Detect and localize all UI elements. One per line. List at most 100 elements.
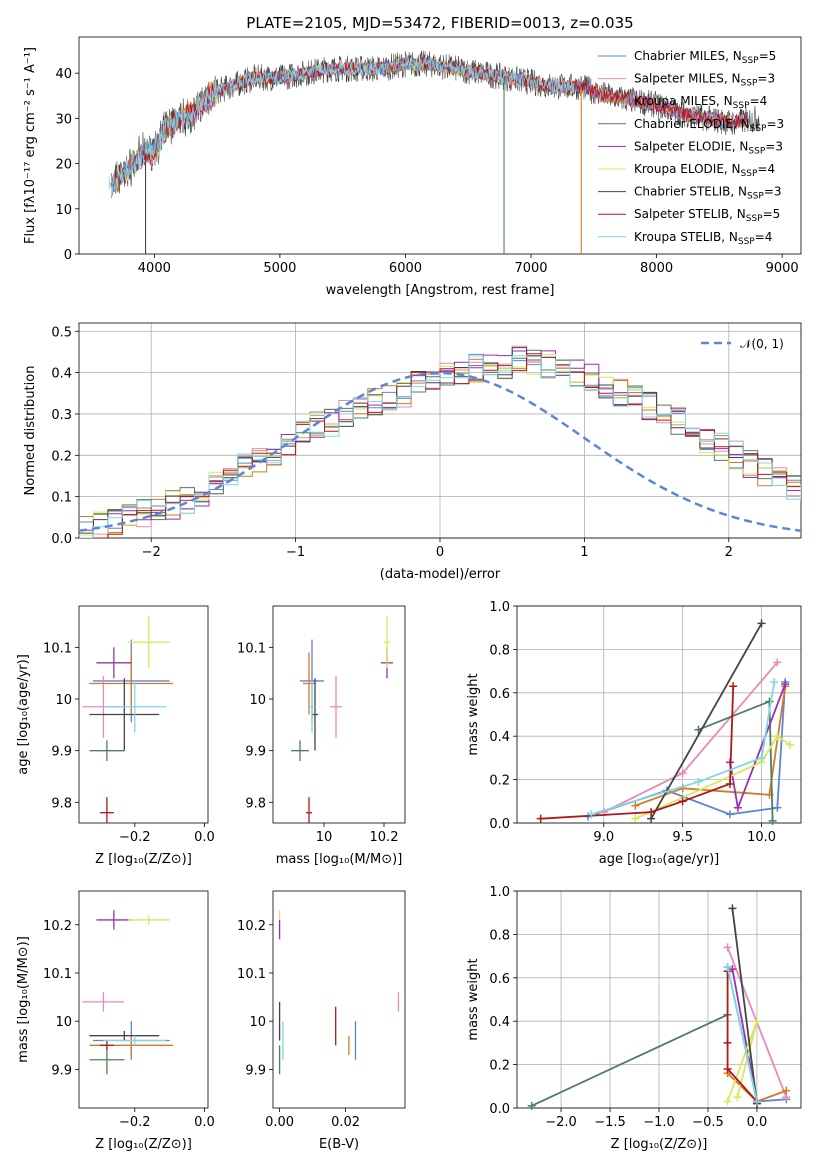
figure-title: PLATE=2105, MJD=53472, FIBERID=0013, z=0… [246, 14, 633, 32]
legend-entry: Chabrier ELODIE, NSSP=3 [634, 117, 784, 134]
y-tick-label: 10.2 [237, 919, 266, 934]
y-tick-label: 20 [55, 158, 72, 173]
x-axis-label: E(B-V) [319, 1137, 359, 1152]
y-tick-label: 10.2 [43, 919, 72, 934]
y-tick-label: 9.9 [51, 1063, 72, 1078]
weight-point-marker [723, 1038, 732, 1047]
y-tick-label: 0.0 [489, 817, 510, 832]
x-axis-label: wavelength [Angstrom, rest frame] [326, 283, 555, 298]
y-tick-label: 10 [55, 203, 72, 218]
histogram-step [79, 355, 801, 538]
y-tick-label: 0.5 [51, 325, 72, 340]
x-tick-label: 9000 [766, 261, 799, 276]
weight-point-marker [781, 680, 790, 689]
weight-series-line [731, 908, 758, 1104]
histogram-step [79, 353, 801, 538]
x-tick-label: −0.5 [692, 1115, 724, 1130]
y-tick-label: 10.1 [237, 967, 266, 982]
x-tick-label: 10.0 [747, 830, 776, 845]
x-tick-label: 10 [316, 830, 333, 845]
x-tick-label: −1 [286, 545, 305, 560]
y-axis-label: Normed distribution [23, 366, 38, 496]
axes-frame [516, 890, 802, 1109]
y-axis-label: mass [log₁₀(M/M⊙)] [16, 936, 31, 1063]
y-tick-label: 1.0 [489, 600, 510, 615]
x-tick-label: 0.00 [265, 1115, 294, 1130]
weight-point-marker [733, 803, 742, 812]
weight-point-marker [723, 943, 732, 952]
weight-series-line [650, 622, 763, 820]
weight-point-marker [723, 962, 732, 971]
y-tick-label: 9.9 [51, 745, 72, 760]
weight-point-marker [726, 810, 734, 819]
y-tick-label: 1.0 [489, 885, 510, 900]
x-tick-label: 0.0 [194, 1115, 215, 1130]
weight-point-marker [757, 619, 766, 628]
weight-point-marker [587, 810, 596, 819]
weight-point-marker [770, 677, 779, 686]
legend-entry: Kroupa STELIB, NSSP=4 [634, 230, 772, 247]
y-axis-label: Flux [fλ10⁻¹⁷ erg cm⁻² s⁻¹ A⁻¹] [23, 47, 38, 244]
y-axis-label: age [log₁₀(age/yr)] [16, 654, 31, 775]
legend-entry: Chabrier STELIB, NSSP=3 [634, 185, 782, 202]
legend-entry: Kroupa MILES, NSSP=4 [634, 94, 767, 111]
y-tick-label: 9.8 [245, 796, 266, 811]
x-tick-label: −0.2 [119, 1115, 151, 1130]
weight-series-line [634, 734, 791, 820]
weight-point-marker [678, 769, 687, 778]
axes-frame [78, 322, 802, 539]
x-tick-label: −2 [142, 545, 161, 560]
weight-point-marker [723, 1097, 732, 1106]
weight-series-line [726, 966, 758, 1102]
weight-point-marker [728, 904, 737, 913]
weight-point-marker [765, 697, 774, 706]
x-tick-label: −1.0 [643, 1115, 675, 1130]
x-tick-label: 0.0 [194, 830, 215, 845]
y-tick-label: 0.4 [489, 1015, 510, 1030]
axes-frame [78, 605, 209, 824]
y-tick-label: 0.1 [51, 491, 72, 506]
x-tick-label: 10.2 [370, 830, 399, 845]
x-tick-label: 4000 [138, 261, 171, 276]
y-tick-label: 10.1 [237, 641, 266, 656]
y-tick-label: 40 [55, 67, 72, 82]
x-axis-label: age [log₁₀(age/yr)] [599, 852, 720, 867]
y-tick-label: 9.9 [245, 745, 266, 760]
x-tick-label: −1.5 [594, 1115, 626, 1130]
y-tick-label: 0.6 [489, 687, 510, 702]
y-tick-label: 0.6 [489, 972, 510, 987]
weight-point-marker [768, 816, 777, 825]
weight-point-marker [647, 808, 656, 817]
histogram-step [79, 353, 801, 538]
x-tick-label: 6000 [389, 261, 422, 276]
y-tick-label: 0.4 [51, 367, 72, 382]
y-tick-label: 0.4 [489, 730, 510, 745]
y-tick-label: 10 [249, 1015, 266, 1030]
x-tick-label: 0 [436, 545, 444, 560]
y-tick-label: 0.2 [489, 774, 510, 789]
legend-entry: Salpeter STELIB, NSSP=5 [634, 207, 780, 224]
y-tick-label: 10 [249, 693, 266, 708]
y-tick-label: 10 [55, 693, 72, 708]
x-tick-label: 5000 [263, 261, 296, 276]
x-tick-label: 1 [580, 545, 588, 560]
y-axis-label: mass weight [466, 673, 481, 755]
axes-frame [272, 890, 406, 1109]
legend-entry: 𝒩(0, 1) [740, 337, 784, 351]
y-tick-label: 0.0 [489, 1102, 510, 1117]
legend-entry: Salpeter ELODIE, NSSP=3 [634, 139, 783, 156]
axes-frame [78, 36, 802, 255]
weight-point-marker [631, 801, 640, 810]
y-tick-label: 0.8 [489, 643, 510, 658]
weight-point-marker [733, 1093, 742, 1102]
axes-frame [272, 605, 406, 824]
y-tick-label: 10.1 [43, 967, 72, 982]
x-axis-label: Z [log₁₀(Z/Z⊙)] [95, 852, 192, 867]
weight-series-line [531, 1013, 728, 1107]
y-tick-label: 9.8 [51, 796, 72, 811]
x-axis-label: Z [log₁₀(Z/Z⊙)] [95, 1137, 192, 1152]
weight-point-marker [723, 1064, 732, 1073]
weight-point-marker [782, 1086, 791, 1095]
axes-frame [78, 890, 209, 1109]
y-tick-label: 9.9 [245, 1063, 266, 1078]
